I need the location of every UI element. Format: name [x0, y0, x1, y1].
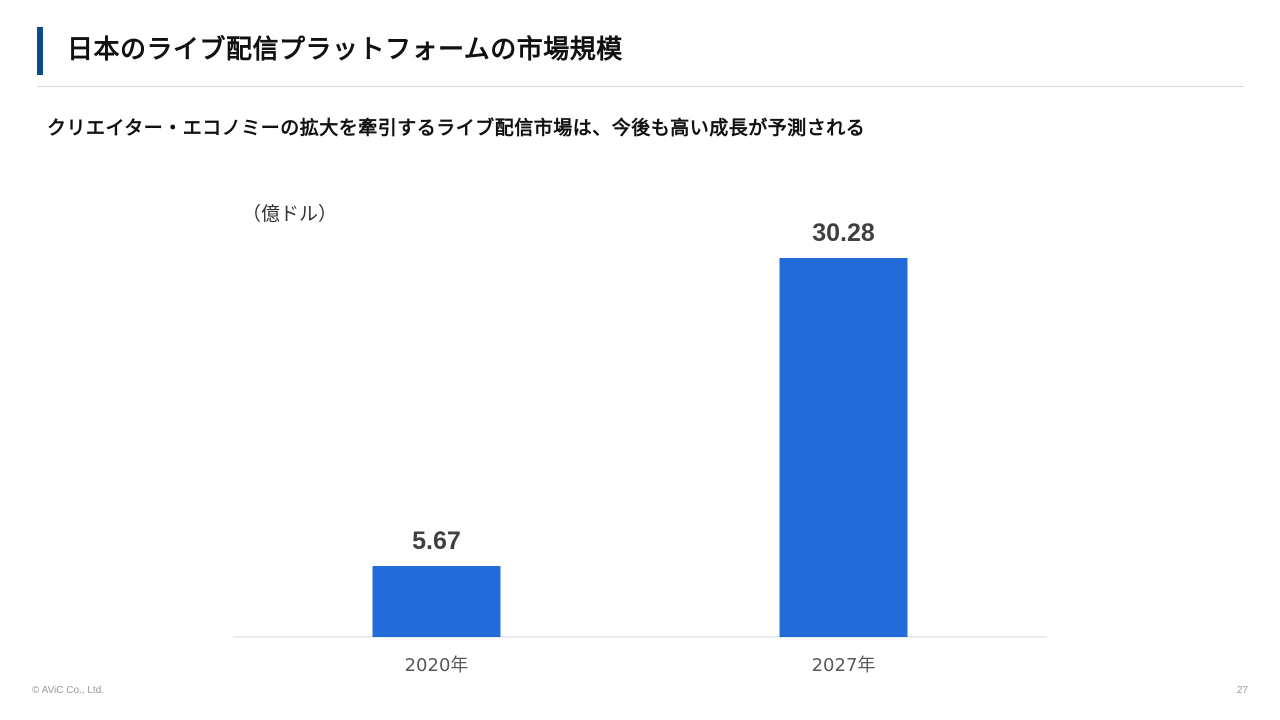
- page-number: 27: [1236, 685, 1248, 696]
- category-label-0: 2020年: [405, 655, 469, 676]
- bar-series: 5.67 2020年 30.28 2027年: [372, 219, 908, 676]
- title-accent-bar: [37, 27, 43, 75]
- data-label-0: 5.67: [412, 527, 461, 555]
- bar-1: [779, 258, 908, 637]
- unit-label: （億ドル）: [242, 203, 337, 225]
- copyright-footer: © AViC Co., Ltd.: [32, 685, 105, 696]
- category-label-1: 2027年: [812, 655, 876, 676]
- title-divider: [37, 86, 1244, 87]
- bar-0: [372, 566, 501, 637]
- data-label-1: 30.28: [812, 219, 875, 247]
- page-subtitle: クリエイター・エコノミーの拡大を牽引するライブ配信市場は、今後も高い成長が予測さ…: [47, 117, 866, 139]
- page-title: 日本のライブ配信プラットフォームの市場規模: [67, 35, 623, 65]
